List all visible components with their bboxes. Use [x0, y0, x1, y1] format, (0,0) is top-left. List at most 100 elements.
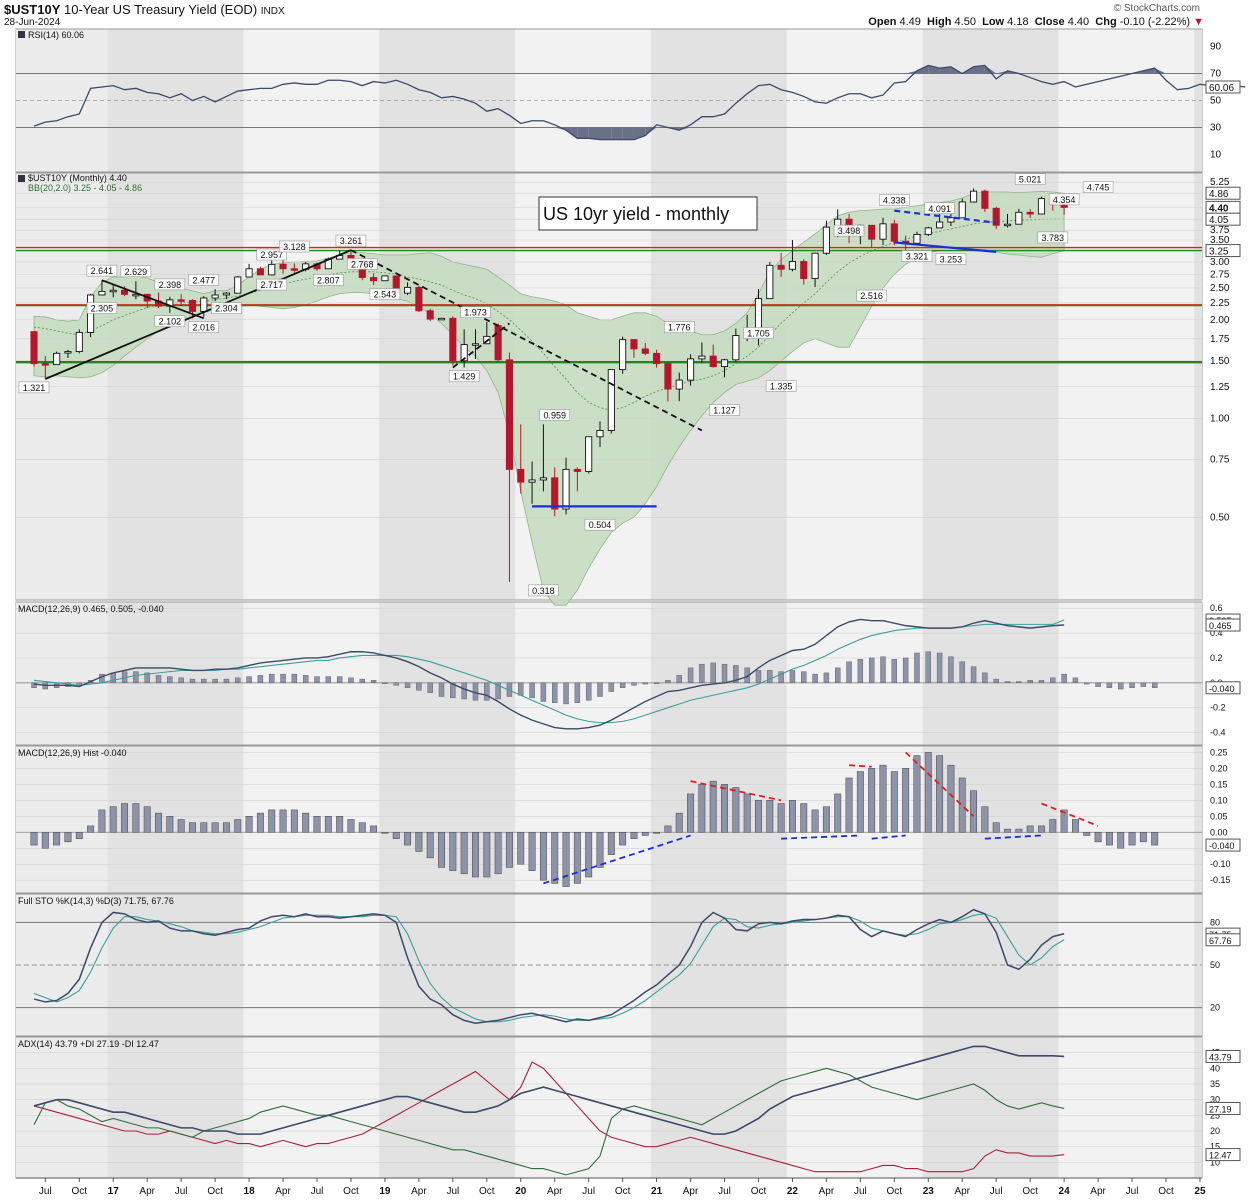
- close-value: 4.40: [1067, 16, 1090, 28]
- price-callout-label: 2.717: [260, 280, 283, 290]
- adx-tick: 25: [1210, 1110, 1220, 1120]
- macd-hist-bar: [257, 675, 264, 684]
- hist-bar: [1151, 832, 1159, 846]
- price-last-label: 4.05: [1209, 215, 1229, 226]
- candle: [222, 292, 230, 296]
- adx-line: [33, 1045, 1065, 1135]
- trendline: [452, 322, 510, 369]
- price-callout-box: [154, 315, 186, 327]
- macd-hist-bar: [1016, 681, 1022, 684]
- x-axis-label: Jul: [175, 1186, 188, 1197]
- hist-bar: [992, 822, 1000, 833]
- macd-hist-bar: [1095, 682, 1101, 687]
- candle: [687, 358, 695, 381]
- rsi-title: RSI(14) 60.06: [28, 30, 84, 40]
- price-callout-label: 0.318: [532, 586, 555, 596]
- hist-bar: [834, 793, 842, 833]
- candle: [370, 277, 378, 282]
- macd-last-label: -0.040: [1209, 684, 1235, 694]
- hist-bar: [687, 793, 695, 833]
- macd-hist-bar: [427, 682, 433, 693]
- price-callout-box: [1048, 193, 1080, 206]
- candle: [868, 224, 876, 240]
- price-callout-box: [313, 274, 344, 286]
- candle: [404, 286, 412, 294]
- year-band: [107, 1037, 244, 1178]
- macd-hist-bar: [291, 673, 298, 684]
- hist-bar: [1094, 832, 1102, 843]
- x-axis-label: Oct: [343, 1186, 359, 1197]
- adx-last-label: 27.19: [1209, 1104, 1232, 1114]
- hist-bar: [890, 771, 898, 833]
- x-axis-label: 23: [923, 1186, 935, 1197]
- hist-bar: [856, 771, 864, 833]
- price-callout-label: 4.354: [1053, 195, 1076, 205]
- price-callout: 2.516: [856, 289, 887, 302]
- macd-hist-bar: [529, 682, 535, 698]
- hist-bar: [698, 784, 706, 833]
- macd-hist-bar: [631, 682, 637, 686]
- x-axis-label: 25: [1194, 1186, 1206, 1197]
- adx-tick: 30: [1210, 1095, 1220, 1105]
- macd-hist-bar: [167, 676, 173, 684]
- price-tick: 1.00: [1210, 414, 1230, 425]
- price-callout-label: 2.768: [351, 259, 374, 269]
- sto-last-label: 67.76: [1209, 936, 1232, 946]
- hist-bar: [630, 832, 638, 839]
- price-callout-label: 2.957: [260, 250, 283, 260]
- price-tick: 1.75: [1210, 334, 1230, 345]
- price-callout: 1.705: [743, 327, 774, 339]
- year-band: [379, 602, 516, 745]
- x-axis-label: Apr: [683, 1186, 699, 1197]
- price-callout: 0.504: [584, 518, 616, 531]
- macd-hist-bar: [1038, 680, 1045, 684]
- candle: [562, 468, 570, 510]
- hist-bar: [472, 832, 479, 878]
- price-tick: 3.50: [1210, 235, 1230, 246]
- year-band: [650, 602, 787, 745]
- hist-bar: [958, 777, 966, 833]
- macd-hist-bar: [1129, 682, 1135, 689]
- price-callout-label: 2.629: [125, 267, 148, 277]
- x-axis-label: Jul: [990, 1186, 1003, 1197]
- hist-bar: [924, 752, 932, 833]
- price-callout: 2.102: [154, 315, 186, 327]
- macd-hist-bar: [359, 678, 365, 684]
- candle: [1026, 211, 1034, 215]
- macd-hist-bar: [1004, 681, 1011, 684]
- hist-bar: [936, 755, 944, 833]
- year-band: [107, 602, 244, 745]
- candle: [53, 352, 61, 366]
- hist-bar: [1015, 828, 1023, 833]
- sto-tick: 80: [1210, 917, 1220, 927]
- hist-bar: [392, 832, 400, 839]
- chg-label: Chg: [1095, 16, 1117, 28]
- price-tick: 1.25: [1210, 382, 1230, 393]
- candle: [449, 317, 457, 362]
- hist-bar: [370, 825, 378, 833]
- hist-bar: [200, 822, 208, 833]
- price-callout-box: [211, 302, 242, 314]
- x-axis-label: 18: [244, 1186, 256, 1197]
- price-callout-label: 1.127: [713, 406, 736, 416]
- hist-bar: [177, 819, 185, 833]
- candle: [890, 223, 898, 242]
- candle: [664, 363, 672, 390]
- price-callout-box: [188, 274, 220, 286]
- x-axis-label: Apr: [954, 1186, 970, 1197]
- candle: [596, 429, 604, 438]
- hist-bar: [426, 832, 434, 859]
- price-callout: 1.973: [460, 306, 491, 318]
- macd-hist-bar: [1050, 677, 1056, 684]
- hist-bar: [981, 806, 989, 833]
- price-callout: 2.305: [86, 302, 118, 314]
- year-band: [16, 746, 108, 893]
- price-callout-label: 2.016: [193, 323, 216, 333]
- macd-hist-bar: [846, 661, 852, 684]
- close-label: Close: [1034, 16, 1065, 28]
- candle: [505, 359, 513, 470]
- year-band: [107, 746, 244, 893]
- hist-bar: [1026, 825, 1034, 833]
- down-arrow-icon: ▼: [1193, 16, 1204, 28]
- adx-tick: 35: [1210, 1079, 1220, 1089]
